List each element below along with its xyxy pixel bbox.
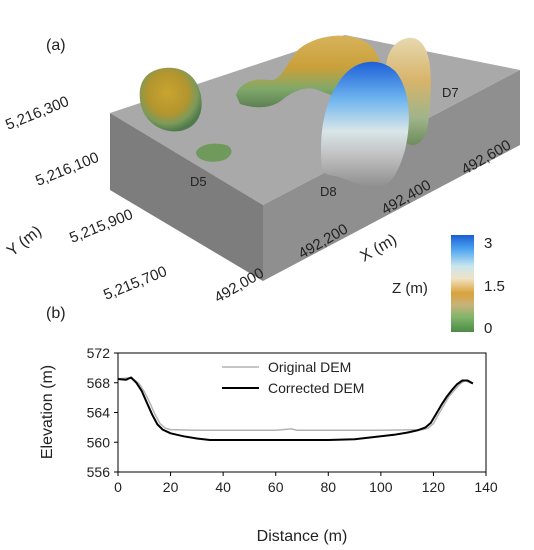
legend: Original DEM Corrected DEM — [222, 359, 364, 396]
y-tick-label: 568 — [87, 375, 111, 391]
x-axis-label: Distance (m) — [257, 528, 348, 545]
x-tick: 492,000 — [212, 265, 267, 307]
x-tick-label: 140 — [474, 479, 498, 495]
legend-label: Original DEM — [268, 359, 351, 375]
colorbar-tick: 1.5 — [484, 278, 505, 295]
x-tick-label: 40 — [215, 479, 231, 495]
colorbar: 3 1.5 0 Z (m) — [392, 235, 505, 337]
y-tick: 5,216,100 — [33, 149, 101, 190]
mound-d5 — [196, 143, 232, 162]
x-axis: 0 20 40 60 80 100 120 140 — [114, 472, 498, 495]
label-d8: D8 — [320, 184, 337, 199]
y-tick: 5,215,900 — [67, 206, 135, 247]
panel-a: (a) D5 D8 D7 5,216,300 5,216,100 5,215,9… — [3, 35, 520, 337]
panel-b-chart: (b) 0 20 40 60 80 100 120 140 556 560 564 568 572 D… — [39, 305, 498, 545]
colorbar-tick: 3 — [484, 235, 492, 252]
legend-label: Corrected DEM — [268, 380, 364, 396]
x-tick-label: 0 — [114, 479, 122, 495]
label-d5: D5 — [190, 174, 207, 189]
x-tick-label: 60 — [268, 479, 284, 495]
panel-a-label: (a) — [46, 37, 66, 54]
y-tick-label: 564 — [87, 405, 111, 421]
colorbar-gradient — [451, 235, 474, 332]
y-tick: 5,216,300 — [3, 93, 71, 134]
panel-b-label: (b) — [46, 305, 66, 322]
y-tick-label: 560 — [87, 434, 111, 450]
y-axis-label: Elevation (m) — [39, 365, 56, 459]
series-line-original-dem — [117, 376, 474, 432]
panel-a-x-axis-label: X (m) — [358, 231, 400, 265]
y-tick: 5,215,700 — [101, 263, 169, 304]
x-tick-label: 120 — [422, 479, 446, 495]
y-tick-label: 572 — [87, 345, 111, 361]
x-tick-label: 100 — [369, 479, 393, 495]
series-lines — [117, 376, 474, 441]
series-line-corrected-dem — [117, 376, 474, 441]
x-tick-label: 20 — [163, 479, 179, 495]
mound-d8 — [320, 61, 409, 189]
colorbar-tick: 0 — [484, 320, 492, 337]
mound-left — [139, 67, 202, 132]
label-d7: D7 — [442, 85, 459, 100]
panel-a-y-axis-label: Y (m) — [4, 223, 45, 260]
y-tick-label: 556 — [87, 464, 111, 480]
x-tick-label: 80 — [320, 479, 336, 495]
y-axis: 556 560 564 568 572 — [87, 345, 118, 480]
colorbar-title: Z (m) — [392, 280, 428, 297]
ground-plane-left-side — [110, 113, 263, 281]
